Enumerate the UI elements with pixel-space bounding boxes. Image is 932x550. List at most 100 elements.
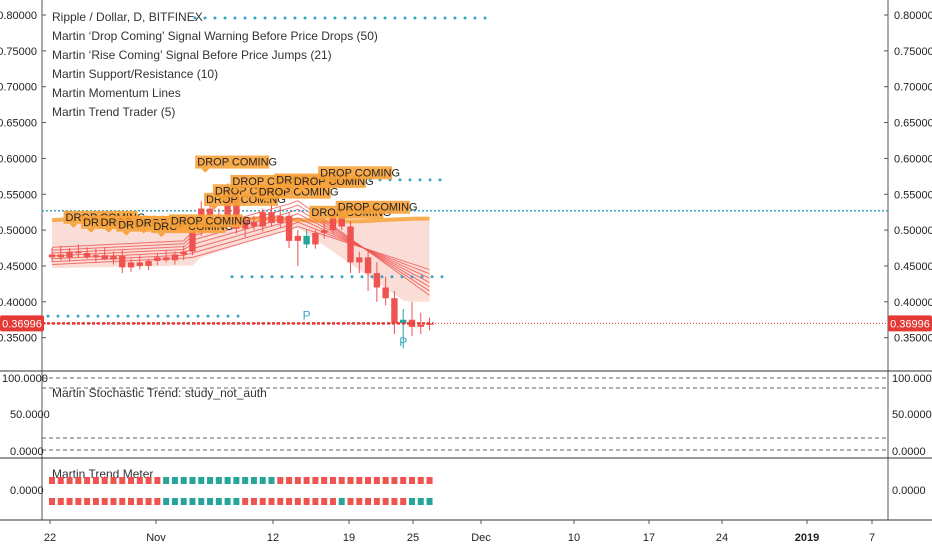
y-tick-right: 0.60000 — [894, 153, 932, 165]
stochastic-pane[interactable]: Martin Stochastic Trend: study_not_auth … — [2, 373, 932, 458]
x-tick-label: 2019 — [795, 532, 819, 544]
trend-square — [171, 477, 178, 484]
trend-square — [180, 498, 187, 505]
sr-dot — [320, 275, 324, 279]
trend-square — [268, 498, 275, 505]
trend-square — [365, 477, 372, 484]
sr-dot — [186, 314, 190, 318]
candle-body — [154, 257, 161, 261]
sr-dot — [383, 16, 387, 20]
trend-square — [84, 477, 91, 484]
trend-square — [312, 477, 319, 484]
sr-dot — [156, 314, 160, 318]
sr-dot — [236, 314, 240, 318]
drop-coming-text: DROP COMING — [320, 167, 400, 179]
trend-square — [321, 477, 328, 484]
trend-square — [92, 477, 99, 484]
stoch-left-tick-0: 0.0000 — [10, 446, 44, 458]
sr-dot — [363, 16, 367, 20]
x-tick-label: 22 — [44, 532, 56, 544]
candle-body — [241, 221, 249, 229]
drop-coming-pointer — [218, 197, 227, 202]
sr-dot — [398, 178, 402, 182]
trend-square — [329, 477, 336, 484]
trend-square — [312, 498, 319, 505]
trend-square — [163, 498, 170, 505]
trend-square — [373, 498, 380, 505]
trend-square — [356, 477, 363, 484]
drop-coming-box — [256, 185, 331, 199]
trend-square — [303, 498, 310, 505]
sr-dot — [428, 178, 432, 182]
sr-dot — [300, 275, 304, 279]
candle-body — [347, 226, 354, 263]
candle-body — [268, 212, 275, 223]
trend-square — [84, 498, 91, 505]
trend-square — [259, 477, 266, 484]
trend-square — [101, 498, 108, 505]
candle-body — [285, 215, 293, 241]
candle-body — [110, 255, 117, 260]
sr-dot — [223, 16, 227, 20]
drop-coming-pointer — [122, 231, 131, 236]
sr-dot — [380, 275, 384, 279]
sr-dot — [403, 16, 407, 20]
trend-square — [365, 498, 372, 505]
trend-square — [145, 498, 152, 505]
sr-dot — [473, 16, 477, 20]
candle-body — [180, 251, 187, 255]
trend-square — [294, 477, 301, 484]
y-tick-left: 0.45000 — [0, 261, 37, 273]
trend-square — [347, 477, 354, 484]
candle-body — [162, 257, 170, 261]
trend-square — [128, 498, 135, 505]
trend-square — [250, 498, 257, 505]
sr-dot — [370, 275, 374, 279]
trend-square — [110, 498, 117, 505]
sr-dot — [280, 275, 284, 279]
sr-dot — [66, 314, 70, 318]
trend-square — [373, 477, 380, 484]
sr-dot — [136, 314, 140, 318]
trend-square — [163, 477, 170, 484]
trend-meter-pane[interactable]: Martin Trend Meter 0.0000 0.0000 — [10, 467, 926, 505]
drop-coming-pointer — [297, 187, 306, 192]
x-tick-label: 19 — [343, 532, 355, 544]
x-tick-label: Dec — [471, 532, 491, 544]
trend-square — [92, 498, 99, 505]
trend-square — [110, 477, 117, 484]
y-tick-right: 0.45000 — [894, 261, 932, 273]
trend-square — [426, 498, 433, 505]
x-tick-label: Nov — [146, 532, 166, 544]
y-tick-left: 0.70000 — [0, 82, 37, 94]
candle-body — [119, 255, 126, 268]
trend-square — [303, 477, 310, 484]
y-tick-left: 0.55000 — [0, 189, 37, 201]
sr-dot — [393, 16, 397, 20]
trend-square — [215, 477, 222, 484]
last-price-badge-right: 0.36996 — [888, 315, 932, 332]
drop-coming-pointer — [87, 228, 96, 233]
trend-square — [250, 477, 257, 484]
drop-coming-pointer — [324, 179, 333, 184]
sr-dot — [360, 275, 364, 279]
trend-square — [400, 477, 407, 484]
trend-square — [408, 498, 415, 505]
sr-dot — [323, 16, 327, 20]
trend-square — [391, 477, 398, 484]
trend-square — [294, 498, 301, 505]
price-pane[interactable]: DROP COMING DROP COMING DROP COMING DROP CO… — [42, 16, 888, 349]
sr-dot — [270, 275, 274, 279]
legend: Ripple / Dollar, D, BITFINEX Martin ‘Drop… — [52, 10, 378, 119]
drop-coming-box — [168, 214, 243, 228]
sr-dot — [430, 275, 434, 279]
y-tick-left: 0.35000 — [0, 333, 37, 345]
drop-coming-pointer — [210, 205, 219, 210]
sr-dot — [433, 16, 437, 20]
candlestick-series — [48, 183, 433, 349]
trend-square — [347, 498, 354, 505]
legend-item: Martin ‘Drop Coming’ Signal Warning Befo… — [52, 29, 378, 43]
y-axis-right: 0.80000 0.75000 0.70000 0.65000 0.60000 0.550… — [884, 10, 932, 345]
trend-square — [154, 498, 161, 505]
